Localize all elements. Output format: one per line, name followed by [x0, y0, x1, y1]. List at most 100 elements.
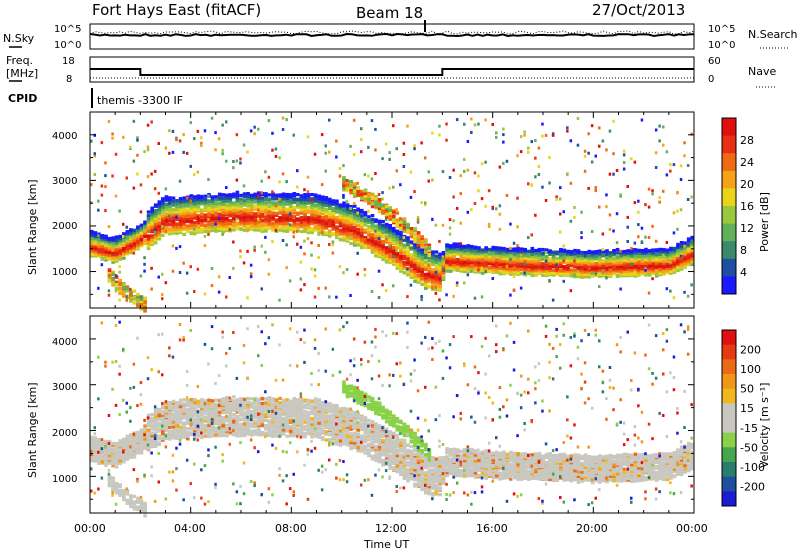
echo-cell: [388, 214, 392, 218]
echo-cell: [278, 216, 282, 220]
echo-cell: [420, 250, 424, 254]
echo-speckle: [587, 132, 590, 136]
power-colorbar-swatch: [722, 276, 736, 295]
echo-cell: [310, 193, 314, 197]
echo-speckle: [278, 180, 281, 184]
echo-cell: [392, 238, 396, 242]
echo-cell: [416, 273, 421, 277]
echo-cell: [633, 272, 638, 276]
echo-speckle: [466, 140, 470, 143]
echo-cell: [395, 237, 400, 241]
echo-cell: [193, 220, 197, 224]
echo-speckle: [111, 248, 114, 252]
echo-cell: [502, 265, 506, 269]
echo-speckle: [232, 266, 235, 270]
echo-cell: [328, 234, 332, 238]
echo-cell: [551, 264, 556, 269]
echo-cell: [303, 200, 307, 205]
echo-cell: [122, 256, 126, 260]
echo-cell: [136, 225, 140, 229]
echo-speckle: [313, 295, 317, 299]
echo-cell: [132, 238, 137, 242]
echo-cell: [377, 234, 382, 239]
echo-speckle: [413, 190, 416, 194]
echo-cell: [431, 250, 435, 254]
echo-cell: [445, 247, 449, 251]
echo-cell: [608, 251, 613, 255]
echo-cell: [97, 453, 101, 457]
noise-right-tick-low: 10^0: [708, 40, 735, 51]
echo-cell: [193, 210, 197, 214]
echo-speckle: [225, 186, 228, 189]
echo-speckle: [100, 184, 104, 188]
echo-cell: [402, 243, 407, 248]
echo-speckle: [630, 249, 633, 252]
echo-speckle: [612, 229, 615, 233]
echo-cell: [477, 263, 481, 267]
echo-cell: [324, 226, 329, 230]
echo-cell: [647, 258, 652, 262]
echo-speckle: [292, 216, 295, 220]
echo-cell: [178, 212, 183, 216]
echo-speckle: [349, 144, 352, 148]
echo-cell: [306, 221, 311, 225]
echo-speckle: [530, 183, 533, 187]
echo-cell: [360, 228, 364, 232]
echo-speckle: [601, 232, 605, 236]
echo-cell: [320, 197, 325, 202]
echo-cell: [562, 248, 567, 252]
echo-cell: [249, 197, 254, 201]
echo-cell: [217, 224, 222, 228]
echo-cell: [264, 223, 268, 227]
echo-speckle: [498, 204, 502, 208]
echo-cell: [395, 252, 400, 256]
echo-cell: [93, 231, 98, 235]
echo-cell: [196, 227, 201, 231]
echo-cell: [185, 211, 190, 215]
echo-speckle: [523, 130, 526, 134]
echo-cell: [185, 208, 190, 212]
echo-cell: [644, 273, 648, 277]
echo-cell: [264, 205, 268, 209]
echo-cell: [345, 216, 350, 220]
echo-cell: [288, 226, 293, 230]
echo-cell: [285, 199, 289, 203]
echo-speckle: [257, 194, 260, 198]
echo-cell: [576, 265, 581, 269]
echo-cell: [370, 217, 375, 222]
echo-cell: [491, 253, 496, 258]
echo-cell: [356, 186, 360, 191]
echo-speckle: [651, 192, 654, 196]
echo-cell: [505, 247, 510, 251]
echo-cell: [626, 256, 631, 260]
echo-speckle: [164, 229, 168, 233]
noise-search-line: [89, 30, 695, 35]
echo-cell: [484, 253, 488, 258]
echo-cell: [541, 262, 545, 266]
echo-speckle: [615, 241, 619, 245]
echo-cell: [459, 247, 464, 251]
echo-cell: [157, 211, 162, 215]
echo-speckle: [537, 165, 541, 168]
echo-cell: [420, 267, 424, 271]
echo-cell: [260, 206, 265, 210]
echo-cell: [392, 217, 396, 221]
echo-speckle: [306, 175, 310, 179]
echo-cell: [637, 251, 641, 255]
echo-speckle: [459, 174, 462, 178]
echo-cell: [122, 237, 126, 241]
echo-cell: [288, 200, 293, 204]
echo-cell: [345, 235, 350, 239]
echo-cell: [644, 257, 648, 261]
echo-cell: [111, 253, 115, 257]
echo-cell: [139, 297, 144, 301]
echo-cell: [90, 229, 94, 234]
echo-cell: [338, 218, 343, 222]
echo-speckle: [97, 397, 100, 401]
echo-cell: [299, 205, 304, 209]
echo-cell: [598, 252, 602, 256]
echo-cell: [491, 265, 496, 270]
echo-speckle: [104, 185, 107, 189]
echo-cell: [551, 250, 556, 254]
echo-cell: [409, 232, 414, 236]
